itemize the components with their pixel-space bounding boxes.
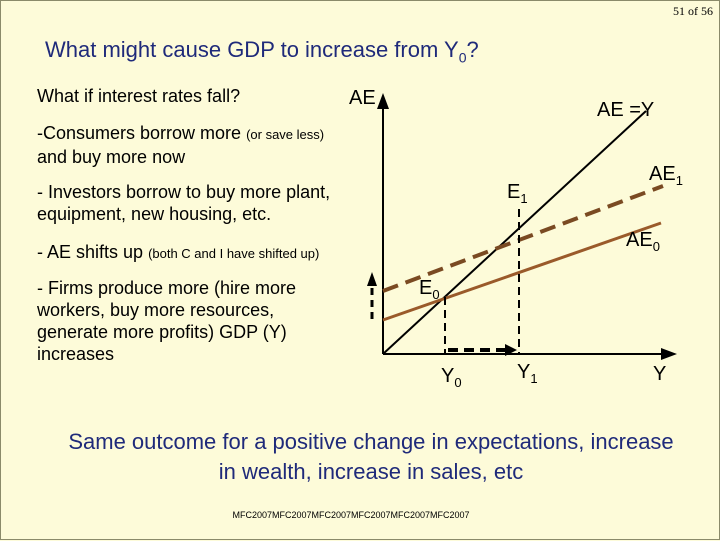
y0-label: Y0	[441, 365, 462, 390]
bullet-consumers-main: -Consumers borrow more	[37, 123, 247, 143]
bullet-ae-shift-main: - AE shifts up	[37, 242, 149, 262]
bullet-consumers-note: (or save less)	[246, 127, 325, 142]
e1-label-sub: 1	[520, 191, 528, 206]
y1-label: Y1	[517, 361, 538, 386]
ae-equals-y-label: AE =Y	[597, 99, 655, 121]
ae1-label: AE1	[649, 163, 683, 188]
outcome-statement: Same outcome for a positive change in ex…	[68, 429, 674, 484]
y1-label-sub: 1	[530, 371, 538, 386]
ae1-label-sub: 1	[675, 173, 683, 188]
bullet-consumers-rest: and buy more now	[37, 147, 186, 167]
title-subscript: 0	[458, 49, 467, 66]
bullet-firms: - Firms produce more (hire more workers,…	[37, 278, 297, 364]
y0-label-main: Y	[441, 365, 455, 387]
e0-label-sub: 0	[432, 287, 440, 302]
bullet-investors: - Investors borrow to buy more plant, eq…	[37, 182, 331, 224]
slide-title: What might cause GDP to increase from Y0…	[45, 37, 479, 65]
ae0-curve	[382, 221, 662, 322]
y-axis-label: Y	[653, 363, 667, 385]
page-number: 51 of 56	[673, 4, 713, 18]
ae-axis-label: AE	[349, 87, 376, 109]
up-shift-arrow-head	[367, 272, 377, 286]
ae0-label: AE0	[626, 229, 660, 254]
e0-label: E0	[419, 277, 440, 302]
bullet-ae-shift-note: (both C and I have shifted up)	[148, 246, 320, 261]
e1-label: E1	[507, 181, 528, 206]
vertical-axis-arrow	[377, 93, 389, 109]
y0-label-sub: 0	[454, 375, 462, 390]
title-text: What might cause GDP to increase from Y	[45, 37, 459, 62]
y1-label-main: Y	[517, 361, 531, 383]
footer-watermark: MFC2007MFC2007MFC2007MFC2007MFC2007MFC20…	[232, 510, 470, 520]
e1-label-main: E	[507, 181, 521, 203]
ae0-label-sub: 0	[652, 239, 660, 254]
title-suffix: ?	[466, 37, 479, 62]
ae1-curve	[382, 184, 664, 293]
e0-label-main: E	[419, 277, 433, 299]
ae1-label-main: AE	[649, 163, 676, 185]
bullet-consumers: -Consumers borrow more (or save less) and…	[37, 122, 377, 168]
ae0-label-main: AE	[626, 229, 653, 251]
bullet-interest-rates: What if interest rates fall?	[37, 86, 241, 106]
horizontal-axis-arrow	[661, 348, 677, 360]
ae-equals-y-line	[382, 110, 647, 355]
bullet-ae-shift: - AE shifts up (both C and I have shifte…	[37, 241, 377, 265]
shift-arrow-head	[505, 344, 517, 356]
